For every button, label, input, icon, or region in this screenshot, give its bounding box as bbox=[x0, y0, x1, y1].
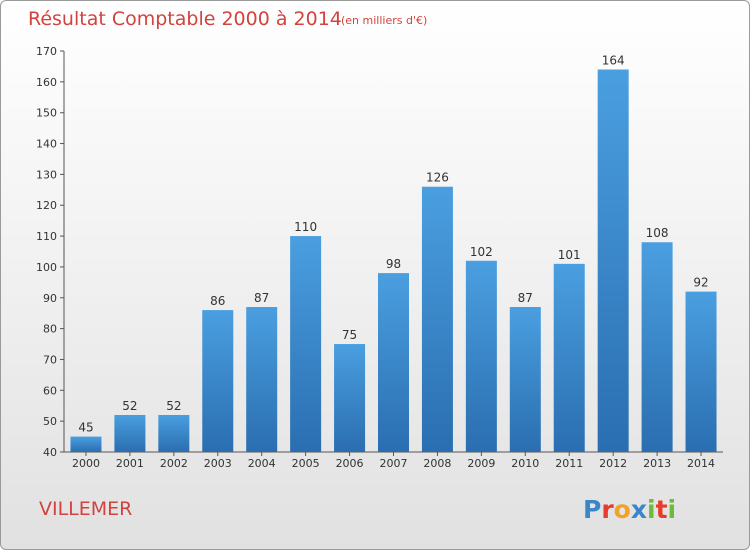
y-tick-label: 150 bbox=[36, 107, 57, 120]
bar bbox=[421, 186, 453, 452]
bar bbox=[597, 69, 629, 452]
bar-value-label: 87 bbox=[518, 291, 533, 305]
y-tick-label: 170 bbox=[36, 45, 57, 58]
bar-value-label: 92 bbox=[693, 276, 708, 290]
axes: 40 50 60 70 80 90 100 110 120 130 140 150 160 170 2000… bbox=[36, 45, 723, 470]
bar bbox=[378, 273, 409, 452]
x-tick-label: 2003 bbox=[204, 457, 232, 470]
bar-value-label: 98 bbox=[386, 257, 401, 271]
x-tick-label: 2011 bbox=[555, 457, 583, 470]
y-tick-label: 60 bbox=[43, 384, 57, 397]
y-tick-label: 100 bbox=[36, 261, 57, 274]
x-tick-label: 2009 bbox=[467, 457, 495, 470]
bar bbox=[553, 263, 585, 452]
bar-value-label: 45 bbox=[78, 421, 93, 435]
bar-value-label: 108 bbox=[646, 226, 669, 240]
bar bbox=[641, 242, 673, 452]
x-tick-label: 2014 bbox=[687, 457, 715, 470]
chart-title: Résultat Comptable 2000 à 2014 bbox=[28, 8, 342, 30]
y-tick-label: 130 bbox=[36, 168, 57, 181]
x-tick-label: 2006 bbox=[336, 457, 364, 470]
bar-value-label: 126 bbox=[426, 171, 449, 185]
x-tick-label: 2008 bbox=[423, 457, 451, 470]
logo-letter: i bbox=[647, 495, 656, 524]
bar-value-label: 102 bbox=[470, 245, 493, 259]
x-tick-label: 2004 bbox=[248, 457, 276, 470]
x-tick-label: 2007 bbox=[380, 457, 408, 470]
bar-value-label: 164 bbox=[602, 54, 625, 68]
x-tick-label: 2005 bbox=[292, 457, 320, 470]
y-tick-label: 120 bbox=[36, 199, 57, 212]
x-tick-label: 2002 bbox=[160, 457, 188, 470]
logo-letter: x bbox=[631, 495, 647, 524]
y-tick-label: 50 bbox=[43, 415, 57, 428]
bar bbox=[158, 414, 190, 452]
logo-letter: r bbox=[601, 495, 614, 524]
bar bbox=[685, 291, 717, 452]
y-tick-label: 140 bbox=[36, 138, 57, 151]
bar-value-label: 52 bbox=[166, 399, 181, 413]
bar-value-label: 101 bbox=[558, 248, 581, 262]
bar-value-label: 110 bbox=[294, 220, 317, 234]
x-tick-label: 2000 bbox=[72, 457, 100, 470]
y-tick-label: 80 bbox=[43, 323, 57, 336]
bar bbox=[290, 236, 322, 452]
bar bbox=[465, 260, 497, 452]
chart-subtitle: (en milliers d'€) bbox=[341, 14, 427, 27]
bar-value-label: 86 bbox=[210, 294, 225, 308]
commune-name: VILLEMER bbox=[39, 498, 132, 520]
bar-value-label: 75 bbox=[342, 328, 357, 342]
logo-letter: P bbox=[583, 495, 601, 524]
x-tick-label: 2013 bbox=[643, 457, 671, 470]
bar bbox=[509, 307, 541, 452]
proxiti-logo: Proxiti bbox=[583, 495, 676, 524]
y-tick-label: 70 bbox=[43, 353, 57, 366]
y-tick-label: 40 bbox=[43, 446, 57, 459]
x-tick-label: 2012 bbox=[599, 457, 627, 470]
bar bbox=[246, 307, 278, 452]
bar-value-label: 87 bbox=[254, 291, 269, 305]
logo-letter: o bbox=[614, 495, 631, 524]
x-tick-label: 2001 bbox=[116, 457, 144, 470]
y-tick-label: 90 bbox=[43, 292, 57, 305]
bar bbox=[114, 414, 146, 452]
bar bbox=[334, 344, 366, 452]
x-tick-label: 2010 bbox=[511, 457, 539, 470]
y-tick-label: 110 bbox=[36, 230, 57, 243]
logo-letter: t bbox=[656, 495, 668, 524]
bar bbox=[202, 310, 234, 452]
y-tick-label: 160 bbox=[36, 76, 57, 89]
bar-value-label: 52 bbox=[122, 399, 137, 413]
logo-letter: i bbox=[668, 495, 677, 524]
bar bbox=[70, 436, 102, 452]
bars-group: 45 52 52 86 87 110 75 98 126 102 87 101 164 108 92 bbox=[70, 54, 717, 452]
